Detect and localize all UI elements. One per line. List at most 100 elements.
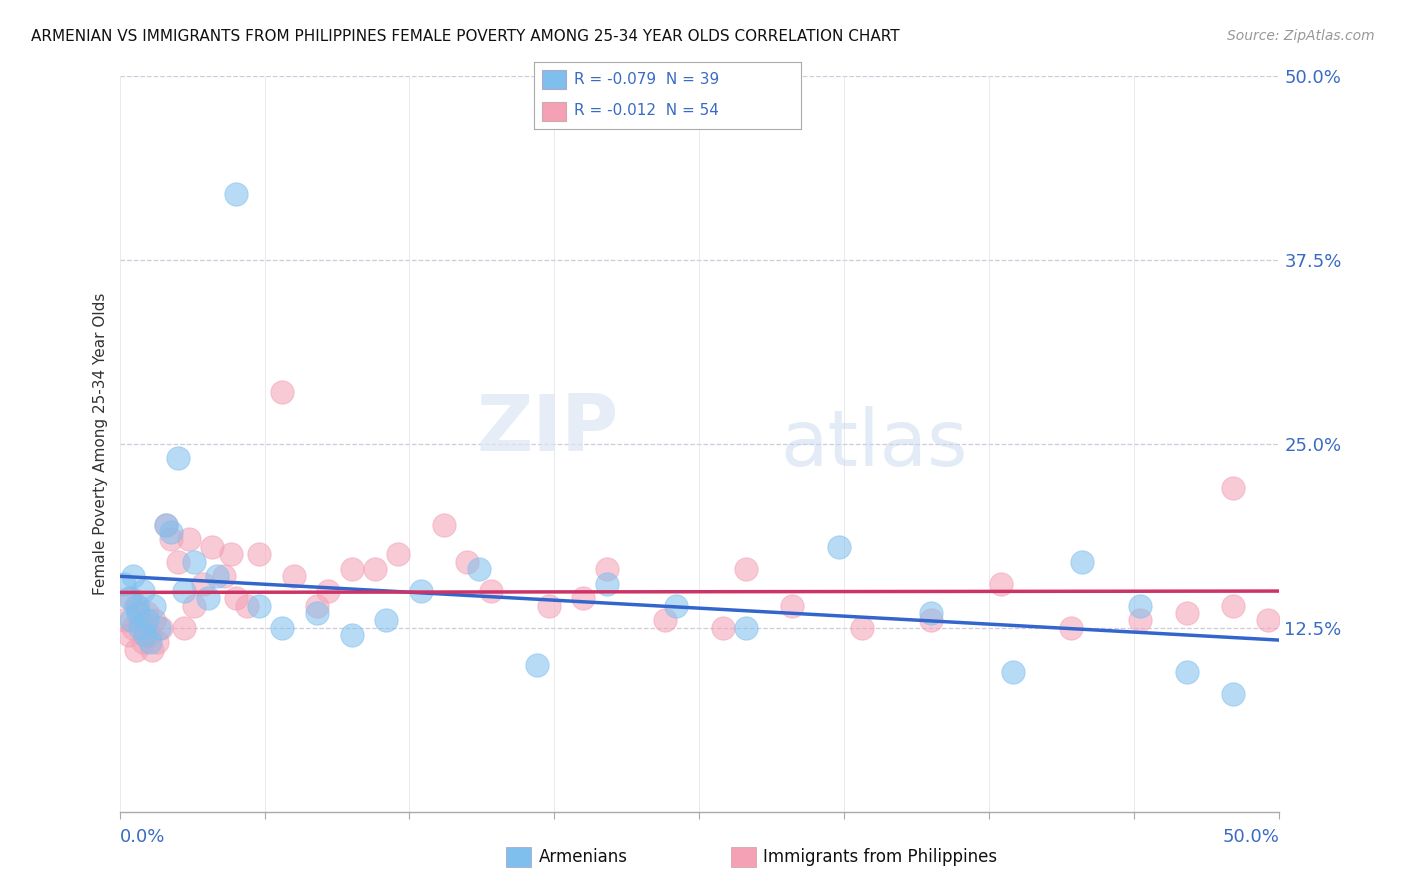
Text: Armenians: Armenians	[538, 848, 627, 866]
Point	[125, 642, 148, 657]
Point	[1071, 554, 1094, 569]
Point	[136, 614, 159, 628]
Point	[827, 540, 849, 554]
Text: R = -0.079  N = 39: R = -0.079 N = 39	[575, 72, 720, 87]
Point	[1222, 599, 1244, 613]
Point	[921, 614, 943, 628]
Point	[134, 628, 156, 642]
Point	[305, 599, 328, 613]
Point	[1222, 481, 1244, 495]
Point	[654, 614, 676, 628]
Point	[183, 554, 205, 569]
Point	[735, 621, 758, 635]
Point	[148, 621, 170, 635]
Text: Immigrants from Philippines: Immigrants from Philippines	[763, 848, 998, 866]
Point	[526, 657, 548, 672]
Point	[456, 554, 478, 569]
Point	[125, 599, 148, 613]
Point	[270, 385, 294, 400]
Point	[155, 517, 177, 532]
Point	[136, 606, 159, 620]
Point	[138, 628, 160, 642]
Point	[1175, 606, 1198, 620]
Point	[270, 621, 294, 635]
Point	[150, 621, 173, 635]
Point	[134, 621, 156, 635]
Point	[572, 591, 595, 606]
Text: ARMENIAN VS IMMIGRANTS FROM PHILIPPINES FEMALE POVERTY AMONG 25-34 YEAR OLDS COR: ARMENIAN VS IMMIGRANTS FROM PHILIPPINES …	[31, 29, 900, 44]
Y-axis label: Female Poverty Among 25-34 Year Olds: Female Poverty Among 25-34 Year Olds	[93, 293, 108, 595]
Point	[340, 628, 363, 642]
Point	[1129, 614, 1152, 628]
Point	[219, 547, 242, 561]
Point	[120, 614, 142, 628]
Text: 50.0%: 50.0%	[1223, 828, 1279, 846]
Point	[387, 547, 409, 561]
Point	[191, 576, 214, 591]
Point	[479, 584, 502, 599]
Point	[921, 606, 943, 620]
Point	[1001, 665, 1024, 679]
Point	[1257, 614, 1279, 628]
Point	[665, 599, 688, 613]
Text: atlas: atlas	[780, 406, 969, 482]
Point	[375, 614, 398, 628]
Text: ZIP: ZIP	[477, 391, 619, 467]
Point	[127, 606, 149, 620]
Point	[197, 591, 219, 606]
Point	[735, 562, 758, 576]
Point	[247, 599, 270, 613]
Point	[112, 614, 135, 628]
Point	[596, 562, 619, 576]
Point	[363, 562, 385, 576]
Point	[159, 533, 181, 547]
Point	[122, 621, 145, 635]
Point	[596, 576, 619, 591]
Point	[433, 517, 456, 532]
Point	[782, 599, 804, 613]
Point	[127, 599, 149, 613]
Point	[143, 599, 166, 613]
Point	[411, 584, 433, 599]
Point	[118, 628, 141, 642]
Point	[129, 614, 152, 628]
Point	[155, 517, 177, 532]
Point	[225, 591, 247, 606]
Point	[112, 576, 135, 591]
Point	[305, 606, 328, 620]
Point	[166, 554, 188, 569]
Point	[1129, 599, 1152, 613]
Point	[340, 562, 363, 576]
Point	[225, 186, 247, 201]
Point	[143, 614, 166, 628]
Point	[132, 635, 155, 649]
Point	[1060, 621, 1083, 635]
FancyBboxPatch shape	[543, 70, 567, 89]
Text: 0.0%: 0.0%	[120, 828, 165, 846]
Point	[247, 547, 270, 561]
Point	[120, 591, 142, 606]
Point	[201, 540, 224, 554]
Point	[173, 621, 195, 635]
Point	[122, 569, 145, 583]
Point	[851, 621, 873, 635]
Point	[205, 569, 228, 583]
Point	[183, 599, 205, 613]
Point	[173, 584, 195, 599]
Point	[468, 562, 491, 576]
Point	[118, 591, 141, 606]
Point	[177, 533, 201, 547]
Point	[159, 524, 181, 539]
Text: Source: ZipAtlas.com: Source: ZipAtlas.com	[1227, 29, 1375, 43]
Point	[1175, 665, 1198, 679]
Point	[1222, 687, 1244, 701]
Point	[132, 584, 155, 599]
FancyBboxPatch shape	[543, 102, 567, 120]
Point	[711, 621, 734, 635]
Point	[166, 451, 188, 466]
Point	[537, 599, 560, 613]
Point	[129, 621, 152, 635]
Point	[141, 642, 163, 657]
Point	[283, 569, 305, 583]
Point	[212, 569, 235, 583]
